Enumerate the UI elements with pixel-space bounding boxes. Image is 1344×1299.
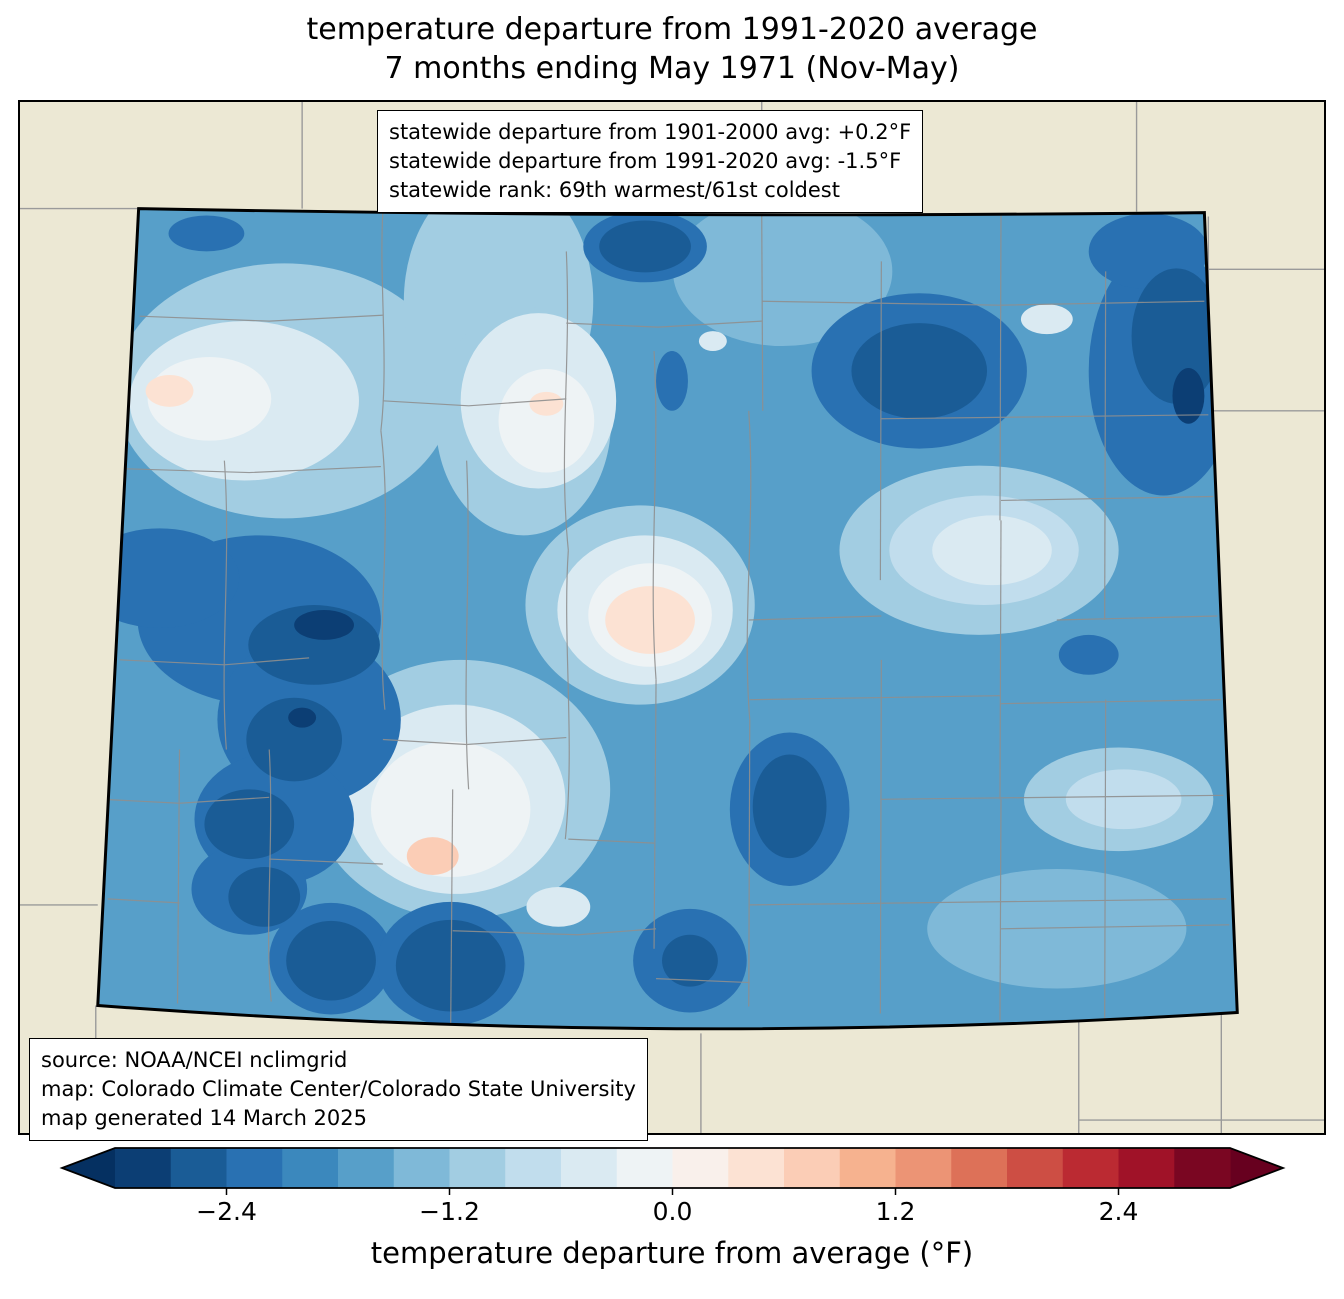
svg-text:−2.4: −2.4 xyxy=(196,1197,257,1226)
map-title-line2: 7 months ending May 1971 (Nov-May) xyxy=(384,51,960,86)
credits-line-3: map generated 14 March 2025 xyxy=(41,1106,368,1130)
colorbar-over-arrow xyxy=(1230,1148,1283,1188)
credits-line-2: map: Colorado Climate Center/Colorado St… xyxy=(41,1077,636,1101)
svg-text:−1.2: −1.2 xyxy=(419,1197,480,1226)
svg-text:1.2: 1.2 xyxy=(876,1197,916,1226)
map-axes: statewide departure from 1901-2000 avg: … xyxy=(18,100,1326,1141)
colorado-map xyxy=(20,102,1324,1133)
colorbar-outline xyxy=(59,1147,1286,1189)
state-outline xyxy=(96,207,1239,1031)
credits-box: source: NOAA/NCEI nclimgrid map: Colorad… xyxy=(29,1038,648,1141)
county-lines xyxy=(101,211,1230,1027)
colorbar-segments xyxy=(115,1148,1231,1188)
map-title: temperature departure from 1991-2020 ave… xyxy=(0,10,1344,88)
svg-text:0.0: 0.0 xyxy=(653,1197,693,1226)
svg-text:2.4: 2.4 xyxy=(1099,1197,1139,1226)
colorbar-under-arrow xyxy=(62,1148,115,1188)
contour-fills xyxy=(97,208,1238,1029)
map-title-line1: temperature departure from 1991-2020 ave… xyxy=(306,12,1038,47)
colorbar: −2.4 −1.2 0.0 1.2 2.4 xyxy=(59,1147,1286,1226)
stats-box: statewide departure from 1901-2000 avg: … xyxy=(377,110,924,213)
stats-line-1: statewide departure from 1901-2000 avg: … xyxy=(389,120,912,144)
colorbar-tick-labels: −2.4 −1.2 0.0 1.2 2.4 xyxy=(196,1188,1138,1226)
stats-line-2: statewide departure from 1991-2020 avg: … xyxy=(389,149,902,173)
colorbar-axis-label: temperature departure from average (°F) xyxy=(370,1236,974,1270)
credits-line-1: source: NOAA/NCEI nclimgrid xyxy=(41,1048,348,1072)
stats-line-3: statewide rank: 69th warmest/61st coldes… xyxy=(389,178,840,202)
